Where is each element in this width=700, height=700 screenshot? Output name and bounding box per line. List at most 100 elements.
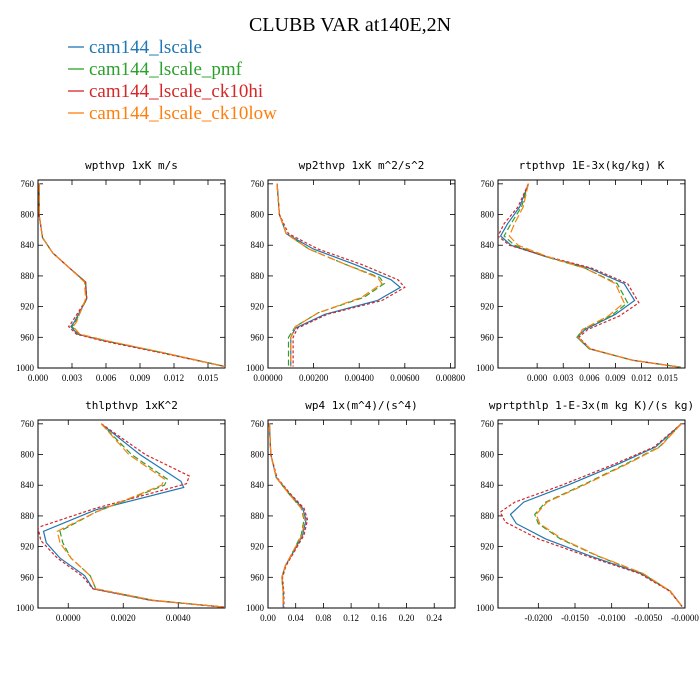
y-tick-label: 960 <box>481 332 495 342</box>
y-tick-label: 760 <box>481 179 495 189</box>
y-tick-label: 800 <box>251 210 265 220</box>
x-tick-label: 0.006 <box>96 373 117 383</box>
x-tick-label: 0.04 <box>288 613 304 623</box>
y-tick-label: 840 <box>251 240 265 250</box>
series-line <box>276 183 406 367</box>
series-line <box>498 183 681 368</box>
legend-item: cam144_lscale_ck10hi <box>68 81 263 102</box>
x-tick-label: 0.009 <box>605 373 626 383</box>
y-tick-label: 1000 <box>476 363 495 373</box>
series-line <box>59 423 225 608</box>
y-tick-label: 960 <box>481 572 495 582</box>
y-tick-label: 800 <box>21 210 35 220</box>
panel: wprtpthlp 1-E-3x(m kg K)/(s kg) 760 800 840… <box>476 399 699 623</box>
series-line <box>276 183 386 367</box>
y-tick-label: 840 <box>481 240 495 250</box>
panel: rtpthvp 1E-3x(kg/kg) K 760 800 840 880 920 960… <box>476 159 686 383</box>
plot-frame <box>497 179 686 369</box>
y-tick-label: 920 <box>251 302 265 312</box>
x-tick-label: -0.0100 <box>598 613 626 623</box>
x-tick-label: 0.00800 <box>436 373 466 383</box>
x-tick-label: 0.0020 <box>111 613 136 623</box>
y-tick-label: 880 <box>21 511 35 521</box>
panels: wpthvp 1xK m/s76080084088092096010000.00… <box>16 159 699 623</box>
series-line <box>38 183 225 368</box>
y-tick-label: 840 <box>21 480 35 490</box>
series-line <box>268 423 305 608</box>
series-line <box>38 423 225 608</box>
legend-label: cam144_lscale <box>89 37 202 58</box>
series-line <box>509 423 683 607</box>
panel-title: rtpthvp 1E-3x(kg/kg) K <box>519 159 665 172</box>
x-tick-label: -0.0050 <box>634 613 662 623</box>
panel-title: wp2thvp 1xK m^2/s^2 <box>299 159 425 172</box>
panel-title: wpthvp 1xK m/s <box>85 159 178 172</box>
y-tick-label: 880 <box>251 271 265 281</box>
x-tick-label: 0.00600 <box>390 373 420 383</box>
panel-title: thlpthvp 1xK^2 <box>85 399 178 412</box>
y-tick-label: 960 <box>21 572 35 582</box>
y-tick-label: 760 <box>21 179 35 189</box>
x-tick-label: -0.0200 <box>524 613 552 623</box>
x-tick-label: 0.000 <box>527 373 548 383</box>
series-line <box>268 423 307 608</box>
y-tick-label: 880 <box>481 511 495 521</box>
y-tick-label: 760 <box>21 419 35 429</box>
y-tick-label: 840 <box>21 240 35 250</box>
series-line <box>38 183 225 368</box>
y-tick-label: 1000 <box>476 603 495 613</box>
panel: wp4 1x(m^4)/(s^4)76080084088092096010000… <box>246 399 456 623</box>
y-tick-label: 920 <box>481 542 495 552</box>
x-tick-label: 0.003 <box>62 373 83 383</box>
legend: cam144_lscale cam144_lscale_pmf cam144_l… <box>68 37 277 124</box>
series-line <box>534 423 683 607</box>
y-tick-label: 840 <box>251 480 265 490</box>
y-tick-label: 800 <box>21 450 35 460</box>
x-tick-label: 0.24 <box>426 613 442 623</box>
series-line <box>499 183 681 368</box>
x-tick-label: 0.08 <box>316 613 332 623</box>
panel: thlpthvp 1xK^2 760 800 840 880 920 960 1000 0.00… <box>16 399 226 623</box>
x-tick-label: 0.20 <box>399 613 415 623</box>
panel: wp2thvp 1xK m^2/s^2 760 800 840 880 920 960 100… <box>246 159 466 383</box>
y-tick-label: 1000 <box>16 603 35 613</box>
plot-frame <box>37 179 226 369</box>
y-tick-label: 880 <box>251 511 265 521</box>
y-tick-label: 800 <box>481 210 495 220</box>
y-tick-label: 920 <box>21 542 35 552</box>
y-tick-label: 1000 <box>246 603 265 613</box>
y-tick-label: 800 <box>481 450 495 460</box>
y-tick-label: 920 <box>251 542 265 552</box>
y-tick-label: 1000 <box>246 363 265 373</box>
x-tick-label: 0.009 <box>130 373 151 383</box>
x-tick-label: 0.012 <box>631 373 651 383</box>
x-tick-label: 0.0000 <box>56 613 81 623</box>
y-tick-label: 960 <box>251 332 265 342</box>
x-tick-label: 0.015 <box>198 373 219 383</box>
y-tick-label: 840 <box>481 480 495 490</box>
y-tick-label: 800 <box>251 450 265 460</box>
series-line <box>56 423 225 608</box>
x-tick-label: 0.003 <box>553 373 574 383</box>
series-line <box>503 183 681 368</box>
y-tick-label: 1000 <box>16 363 35 373</box>
x-tick-label: 0.00 <box>260 613 276 623</box>
x-tick-label: 0.0040 <box>166 613 191 623</box>
x-tick-label: 0.000 <box>28 373 49 383</box>
series-line <box>276 183 383 367</box>
legend-label: cam144_lscale_pmf <box>89 59 243 80</box>
series-line <box>535 423 683 607</box>
series-line <box>38 183 225 368</box>
x-tick-label: 0.006 <box>579 373 600 383</box>
legend-item: cam144_lscale_ck10low <box>68 103 277 124</box>
series-line <box>276 183 402 367</box>
plot-frame <box>267 179 456 369</box>
plot-frame <box>37 419 226 609</box>
x-tick-label: 0.12 <box>343 613 359 623</box>
y-tick-label: 880 <box>21 271 35 281</box>
x-tick-label: 0.012 <box>164 373 184 383</box>
y-tick-label: 960 <box>21 332 35 342</box>
legend-label: cam144_lscale_ck10low <box>89 103 277 124</box>
x-tick-label: 0.00000 <box>253 373 283 383</box>
